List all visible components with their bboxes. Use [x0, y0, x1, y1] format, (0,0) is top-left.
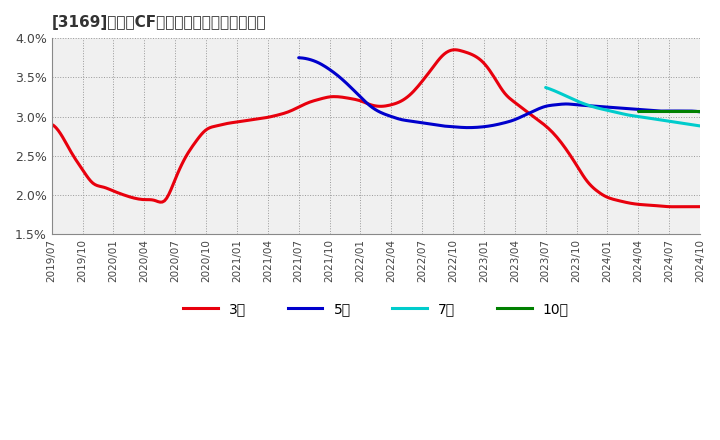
Legend: 3年, 5年, 7年, 10年: 3年, 5年, 7年, 10年 — [177, 296, 575, 321]
Text: [3169]　営業CFマージンの標準偏差の推移: [3169] 営業CFマージンの標準偏差の推移 — [52, 15, 266, 30]
